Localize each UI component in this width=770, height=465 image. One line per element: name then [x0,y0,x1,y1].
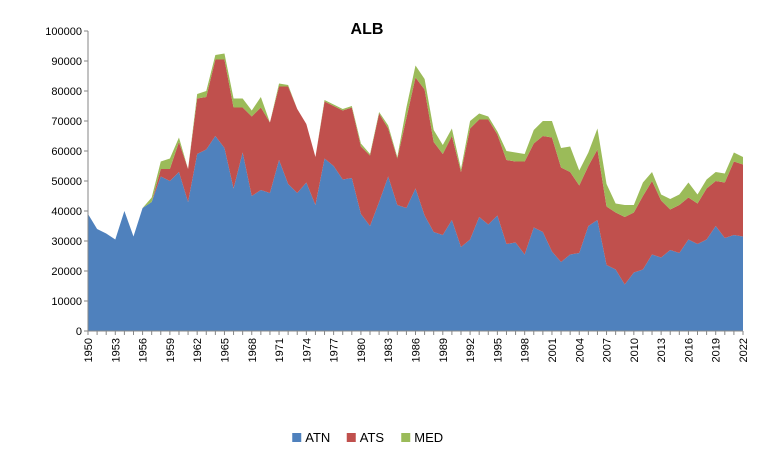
x-tick-label: 1956 [138,338,150,362]
x-tick-label: 2007 [602,338,614,362]
y-tick-label: 10000 [51,296,82,308]
x-tick-label: 1983 [383,338,395,362]
y-tick-label: 50000 [51,176,82,188]
y-tick-label: 30000 [51,236,82,248]
y-tick-label: 60000 [51,146,82,158]
y-tick-label: 100000 [45,26,82,38]
x-tick-label: 1992 [465,338,477,362]
legend: ATN ATS MED [292,430,443,445]
x-tick-label: 1968 [247,338,259,362]
y-tick-label: 40000 [51,206,82,218]
x-tick-label: 1959 [165,338,177,362]
legend-label: MED [414,430,443,445]
legend-item-atn: ATN [292,430,330,445]
legend-swatch [401,433,411,442]
legend-label: ATN [305,430,330,445]
y-tick-label: 0 [76,326,82,338]
x-tick-label: 1965 [219,338,231,362]
x-tick-label: 2016 [683,338,695,362]
y-tick-label: 70000 [51,116,82,128]
x-tick-label: 2004 [574,338,586,362]
x-tick-label: 2013 [656,338,668,362]
x-tick-label: 1962 [192,338,204,362]
x-tick-label: 1971 [274,338,286,362]
x-tick-label: 1953 [110,338,122,362]
x-tick-label: 2001 [547,338,559,362]
x-tick-label: 1977 [329,338,341,362]
x-tick-label: 1986 [411,338,423,362]
x-tick-label: 1950 [83,338,95,362]
legend-item-med: MED [401,430,443,445]
area-series-atn [88,136,743,331]
legend-swatch [292,433,302,442]
y-tick-label: 20000 [51,266,82,278]
legend-item-ats: ATS [346,430,385,445]
x-tick-label: 1998 [520,338,532,362]
legend-swatch [346,433,356,442]
x-tick-label: 1980 [356,338,368,362]
x-tick-label: 2010 [629,338,641,362]
y-tick-label: 90000 [51,56,82,68]
chart-title: ALB [351,21,384,38]
area-series-ats [88,59,743,285]
y-axis-ticks: 0 10000 20000 30000 40000 50000 60000 70000 8000… [45,26,88,338]
plot-areas [88,53,743,331]
legend-label: ATS [360,430,385,445]
x-tick-label: 1989 [438,338,450,362]
x-tick-label: 1995 [492,338,504,362]
x-tick-label: 2022 [738,338,750,362]
x-axis-ticks: 1950 1953 1956 1959 1962 1965 1968 1971 1974 1977… [83,331,750,362]
x-tick-label: 1974 [301,338,313,362]
x-tick-label: 2019 [711,338,723,362]
y-tick-label: 80000 [51,86,82,98]
